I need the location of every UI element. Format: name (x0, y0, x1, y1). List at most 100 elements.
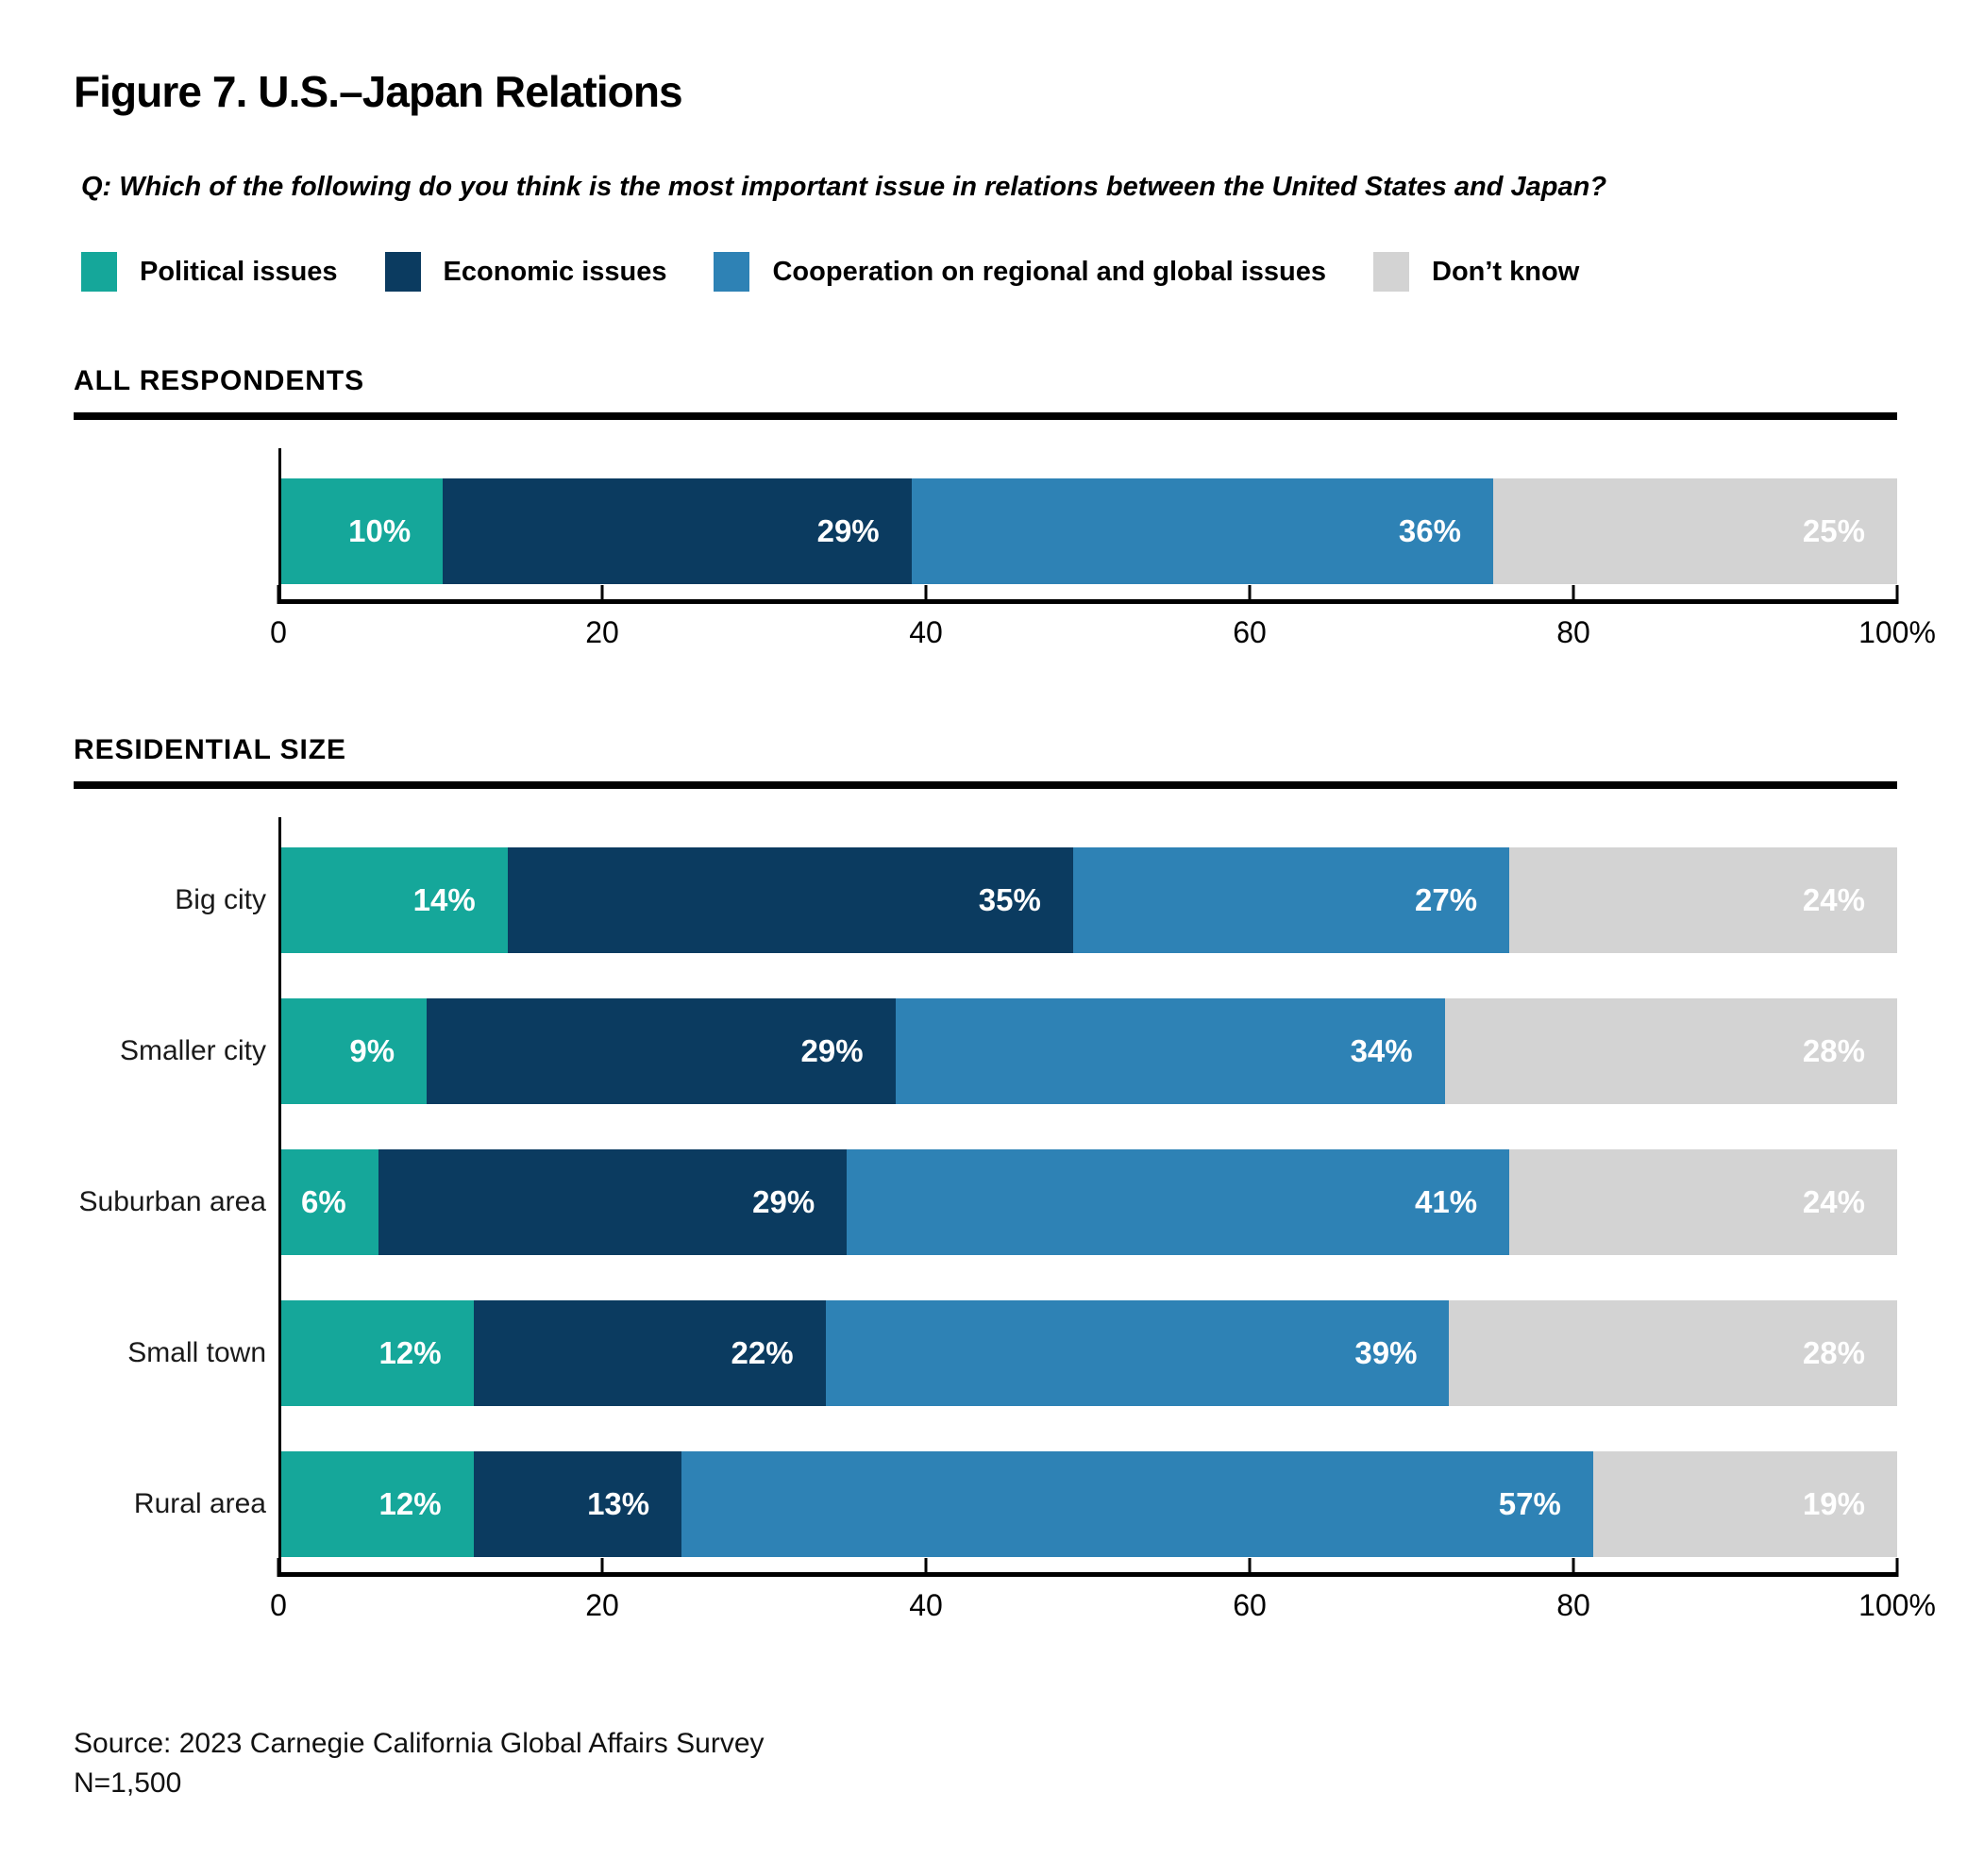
segment-value-label: 24% (1802, 882, 1865, 917)
axis-tick (1895, 585, 1899, 604)
legend-label: Cooperation on regional and global issue… (772, 256, 1326, 287)
legend-swatch-don-t-know (1373, 252, 1409, 292)
sample-size-text: N=1,500 (74, 1767, 182, 1799)
bar-track: 12% 13% 57% 19% (281, 1451, 1897, 1557)
axis-tick (1248, 585, 1252, 604)
bar-segment-political-issues: 6% (281, 1149, 378, 1255)
segment-value-label: 25% (1802, 513, 1865, 548)
bar-segment-cooperation-on-regional-and-global-issues: 39% (825, 1300, 1450, 1406)
category-label: Small town (127, 1337, 266, 1368)
segment-value-label: 57% (1498, 1486, 1561, 1521)
category-label: Big city (175, 884, 266, 915)
segment-value-label: 19% (1802, 1486, 1865, 1521)
x-axis-line (277, 1558, 1899, 1577)
axis-tick-label: 40 (909, 615, 943, 649)
bar-segment-political-issues: 12% (281, 1300, 474, 1406)
survey-question: Q: Which of the following do you think i… (81, 172, 1607, 202)
bar-row: 10% 29% 36% 25% (281, 478, 1897, 584)
legend-swatch-cooperation-on-regional-and-global-issues (714, 252, 750, 292)
section-residential-size: RESIDENTIAL SIZE Big city 14% 35% 27% 24% Sma… (74, 734, 1936, 1633)
bar-segment-don-t-know: 24% (1509, 1149, 1897, 1255)
axis-tick-label: 80 (1556, 615, 1590, 649)
axis-tick (1572, 585, 1575, 604)
axis-tick-label: 100% (1858, 1588, 1936, 1622)
bar-track: 12% 22% 39% 28% (281, 1300, 1897, 1406)
bar-segment-economic-issues: 29% (427, 998, 896, 1104)
bar-rows: 10% 29% 36% 25% (278, 448, 1897, 599)
chart-all-respondents: 10% 29% 36% 25% 0 20 40 60 80 100% (74, 448, 1936, 661)
bar-segment-economic-issues: 22% (473, 1300, 826, 1406)
bar-track: 10% 29% 36% 25% (281, 478, 1897, 584)
legend-item-cooperation-on-regional-and-global-issues: Cooperation on regional and global issue… (714, 252, 1326, 292)
segment-value-label: 29% (752, 1184, 815, 1219)
bar-segment-political-issues: 12% (281, 1451, 474, 1557)
bar-segment-economic-issues: 29% (443, 478, 912, 584)
bar-segment-cooperation-on-regional-and-global-issues: 27% (1072, 847, 1510, 953)
x-axis-labels: 0 20 40 60 80 100% (270, 1588, 1936, 1633)
source-block: Source: 2023 Carnegie California Global … (74, 1724, 1897, 1803)
source-text: Source: 2023 Carnegie California Global … (74, 1728, 765, 1759)
bar-segment-economic-issues: 35% (507, 847, 1073, 953)
segment-value-label: 10% (348, 513, 412, 548)
legend-label: Don’t know (1432, 256, 1580, 287)
bar-segment-economic-issues: 29% (378, 1149, 848, 1255)
axis-tick-label: 60 (1233, 1588, 1267, 1622)
axis-tick-label: 60 (1233, 615, 1267, 649)
bar-segment-cooperation-on-regional-and-global-issues: 41% (847, 1149, 1510, 1255)
bar-segment-economic-issues: 13% (473, 1451, 682, 1557)
axis-tick (1248, 1558, 1252, 1577)
bar-row: Small town 12% 22% 39% 28% (127, 1300, 1897, 1406)
bar-row: Big city 14% 35% 27% 24% (175, 847, 1897, 953)
category-label: Suburban area (78, 1186, 267, 1217)
category-label: Smaller city (119, 1035, 266, 1066)
bar-row: Smaller city 9% 29% 34% 28% (120, 998, 1897, 1104)
axis-tick (277, 585, 280, 604)
axis-tick-label: 40 (909, 1588, 943, 1622)
segment-value-label: 28% (1802, 1335, 1865, 1370)
axis-tick-label: 20 (585, 615, 619, 649)
axis-tick (600, 585, 604, 604)
segment-value-label: 24% (1802, 1184, 1865, 1219)
legend-swatch-political-issues (81, 252, 117, 292)
bar-row: Rural area 12% 13% 57% 19% (134, 1451, 1897, 1557)
x-axis-labels: 0 20 40 60 80 100% (270, 615, 1936, 661)
bar-segment-political-issues: 10% (281, 478, 444, 584)
segment-value-label: 22% (731, 1335, 794, 1370)
segment-value-label: 35% (978, 882, 1041, 917)
bar-segment-cooperation-on-regional-and-global-issues: 57% (681, 1451, 1593, 1557)
figure-title: Figure 7. U.S.–Japan Relations (74, 67, 683, 116)
legend-item-economic-issues: Economic issues (384, 252, 667, 292)
section-all-respondents: ALL RESPONDENTS 10% 29% 36% 25% 0 20 40 60 80 10… (74, 365, 1936, 661)
section-header: ALL RESPONDENTS (74, 365, 1897, 420)
bar-segment-cooperation-on-regional-and-global-issues: 34% (895, 998, 1445, 1104)
segment-value-label: 39% (1354, 1335, 1418, 1370)
axis-tick (277, 1558, 280, 1577)
category-label: Rural area (133, 1488, 266, 1519)
legend-label: Political issues (140, 256, 338, 287)
bar-segment-cooperation-on-regional-and-global-issues: 36% (911, 478, 1493, 584)
bar-row: Suburban area 6% 29% 41% 24% (79, 1149, 1897, 1255)
axis-tick (924, 1558, 928, 1577)
bar-track: 6% 29% 41% 24% (281, 1149, 1897, 1255)
axis-tick-label: 0 (270, 615, 287, 649)
bar-rows: Big city 14% 35% 27% 24% Smaller city 9% 29% 34%… (79, 817, 1897, 1572)
bar-segment-don-t-know: 24% (1509, 847, 1897, 953)
axis-tick (1895, 1558, 1899, 1577)
axis-tick (924, 585, 928, 604)
legend-label: Economic issues (443, 256, 667, 287)
bar-track: 14% 35% 27% 24% (281, 847, 1897, 953)
segment-value-label: 27% (1415, 882, 1478, 917)
section-header: RESIDENTIAL SIZE (74, 734, 1897, 789)
axis-tick (1572, 1558, 1575, 1577)
chart-residential-size: Big city 14% 35% 27% 24% Smaller city 9% 29% 34%… (74, 817, 1936, 1633)
legend: Political issues Economic issues Cooperati… (74, 252, 1897, 292)
segment-value-label: 12% (378, 1335, 442, 1370)
segment-value-label: 28% (1802, 1033, 1865, 1068)
bar-segment-political-issues: 14% (281, 847, 508, 953)
bar-track: 9% 29% 34% 28% (281, 998, 1897, 1104)
segment-value-label: 14% (412, 882, 476, 917)
axis-tick (600, 1558, 604, 1577)
segment-value-label: 9% (349, 1033, 395, 1068)
bar-segment-don-t-know: 19% (1592, 1451, 1897, 1557)
x-axis-line (277, 585, 1899, 604)
